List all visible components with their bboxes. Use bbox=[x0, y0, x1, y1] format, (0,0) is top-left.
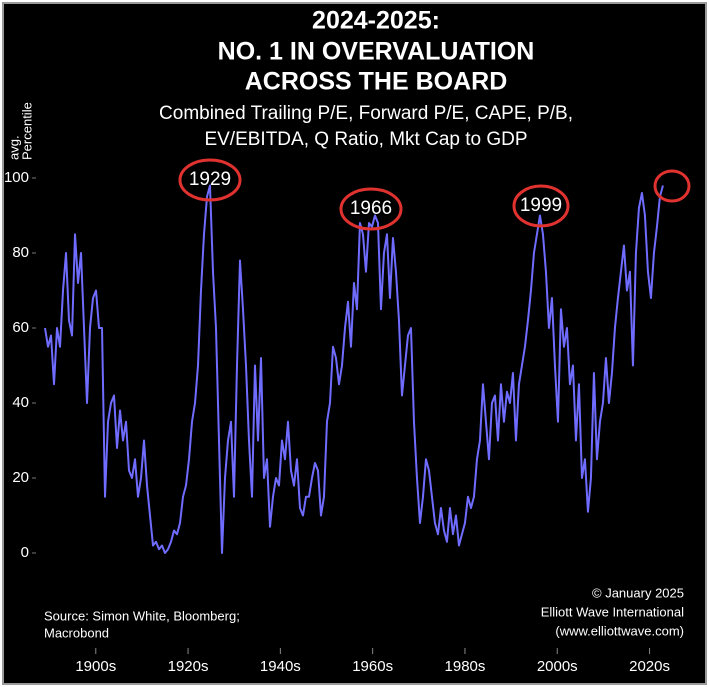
chart-subtitle: EV/EBITDA, Q Ratio, Mkt Cap to GDP bbox=[204, 129, 527, 150]
chart-subtitle: Combined Trailing P/E, Forward P/E, CAPE… bbox=[159, 103, 573, 124]
highlight-circle bbox=[653, 169, 691, 203]
source-note: Macrobond bbox=[44, 625, 109, 640]
y-tick-label: 40 bbox=[12, 394, 29, 411]
x-tick-label: 1900s bbox=[75, 658, 116, 675]
y-tick-label: 80 bbox=[12, 244, 29, 261]
y-axis-label: avg. bbox=[6, 135, 21, 160]
highlight-circle bbox=[512, 184, 570, 228]
x-tick-label: 1940s bbox=[260, 658, 301, 675]
y-axis-label: Percentile bbox=[19, 102, 34, 160]
data-line bbox=[44, 184, 664, 554]
y-tick-label: 100 bbox=[4, 169, 29, 186]
x-tick-label: 2000s bbox=[537, 658, 578, 675]
highlight-circle bbox=[178, 158, 242, 202]
chart-title: ACROSS THE BOARD bbox=[245, 68, 508, 96]
x-tick-label: 2020s bbox=[629, 658, 670, 675]
annotations: 1929 1966 1999 bbox=[178, 158, 691, 231]
annotation: 1966 bbox=[350, 198, 392, 219]
x-tick-label: 1980s bbox=[445, 658, 486, 675]
credit: (www.elliottwave.com) bbox=[555, 623, 684, 638]
credit: © January 2025 bbox=[592, 585, 684, 600]
annotation: 1999 bbox=[520, 195, 562, 216]
y-tick-label: 20 bbox=[12, 469, 29, 486]
highlight-circle bbox=[339, 187, 403, 231]
y-tick-label: 0 bbox=[21, 544, 29, 561]
x-tick-label: 1960s bbox=[352, 658, 393, 675]
annotation: 1929 bbox=[189, 169, 231, 190]
y-tick-label: 60 bbox=[12, 319, 29, 336]
chart-title: NO. 1 IN OVERVALUATION bbox=[218, 38, 535, 66]
credit: Elliott Wave International bbox=[541, 604, 684, 619]
chart-title: 2024-2025: bbox=[312, 7, 440, 35]
x-tick-label: 1920s bbox=[168, 658, 209, 675]
source-note: Source: Simon White, Bloomberg; bbox=[44, 608, 240, 623]
